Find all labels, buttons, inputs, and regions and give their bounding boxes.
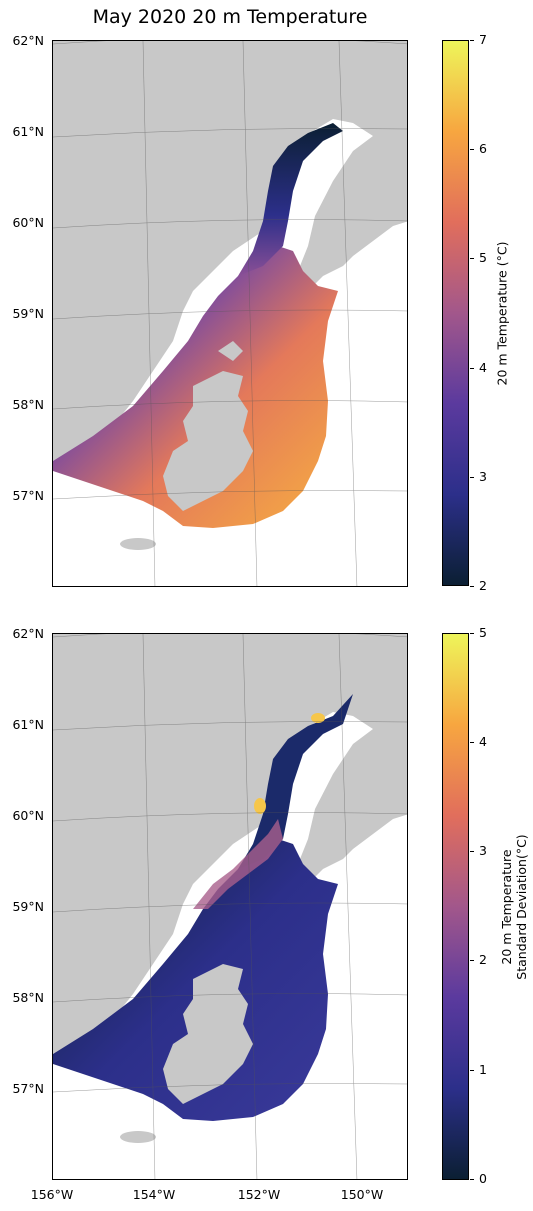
cbar1-tick-3: 3: [479, 469, 487, 484]
lat-label-59: 59°N: [12, 306, 44, 321]
colorbar-temperature: [442, 40, 469, 586]
cbar1-tick-2: 2: [479, 578, 487, 593]
land-shuyak: [218, 341, 243, 361]
map-panel-stddev: [52, 633, 408, 1180]
model-inlet: [238, 123, 343, 276]
cbar2-tick-1: 1: [479, 1062, 487, 1077]
lat-label-61-b: 61°N: [12, 717, 44, 732]
cbar1-tick-6: 6: [479, 141, 487, 156]
colorbar-stddev-label-line1: 20 m Temperature: [499, 849, 514, 965]
lat-label-59-b: 59°N: [12, 899, 44, 914]
lat-label-62: 62°N: [12, 33, 44, 48]
lat-label-57: 57°N: [12, 488, 44, 503]
map-canvas-stddev: [53, 634, 407, 1179]
lat-label-60-b: 60°N: [12, 808, 44, 823]
land-kodiak-overlay: [163, 371, 253, 511]
lon-label-152: 152°W: [237, 1187, 281, 1202]
map-panel-temperature: [52, 40, 408, 587]
model-inlet: [238, 694, 353, 869]
cbar2-tick-2: 2: [479, 952, 487, 967]
lat-label-61: 61°N: [12, 124, 44, 139]
land-kodiak: [163, 964, 253, 1104]
land-mainland: [53, 41, 407, 461]
lon-label-156: 156°W: [30, 1187, 74, 1202]
lat-label-62-b: 62°N: [12, 626, 44, 641]
map-canvas-temperature: [53, 41, 407, 586]
colorbar-stddev-label-line2: Standard Deviation(°C): [514, 834, 529, 980]
figure-title: May 2020 20 m Temperature: [92, 6, 368, 28]
lon-label-150: 150°W: [340, 1187, 384, 1202]
high-variance-head: [311, 713, 325, 723]
lat-label-58: 58°N: [12, 397, 44, 412]
high-variance-spot: [254, 798, 266, 814]
cbar1-tick-5: 5: [479, 250, 487, 265]
cbar1-tick-7: 7: [479, 32, 487, 47]
lat-label-57-b: 57°N: [12, 1081, 44, 1096]
land-islet: [120, 538, 156, 550]
lat-label-58-b: 58°N: [12, 990, 44, 1005]
cbar2-tick-4: 4: [479, 734, 487, 749]
colorbar-stddev-label: 20 m Temperature Standard Deviation(°C): [499, 817, 531, 997]
land-mainland: [53, 634, 407, 1054]
cbar1-tick-4: 4: [479, 360, 487, 375]
colorbar-temperature-label: 20 m Temperature (°C): [494, 241, 510, 386]
colorbar-stddev: [442, 633, 469, 1180]
lat-label-60: 60°N: [12, 215, 44, 230]
cbar2-tick-0: 0: [479, 1171, 487, 1186]
lon-label-154: 154°W: [132, 1187, 176, 1202]
cbar2-tick-5: 5: [479, 625, 487, 640]
land-islet: [120, 1131, 156, 1143]
high-variance-band: [193, 819, 283, 909]
cbar2-tick-3: 3: [479, 843, 487, 858]
